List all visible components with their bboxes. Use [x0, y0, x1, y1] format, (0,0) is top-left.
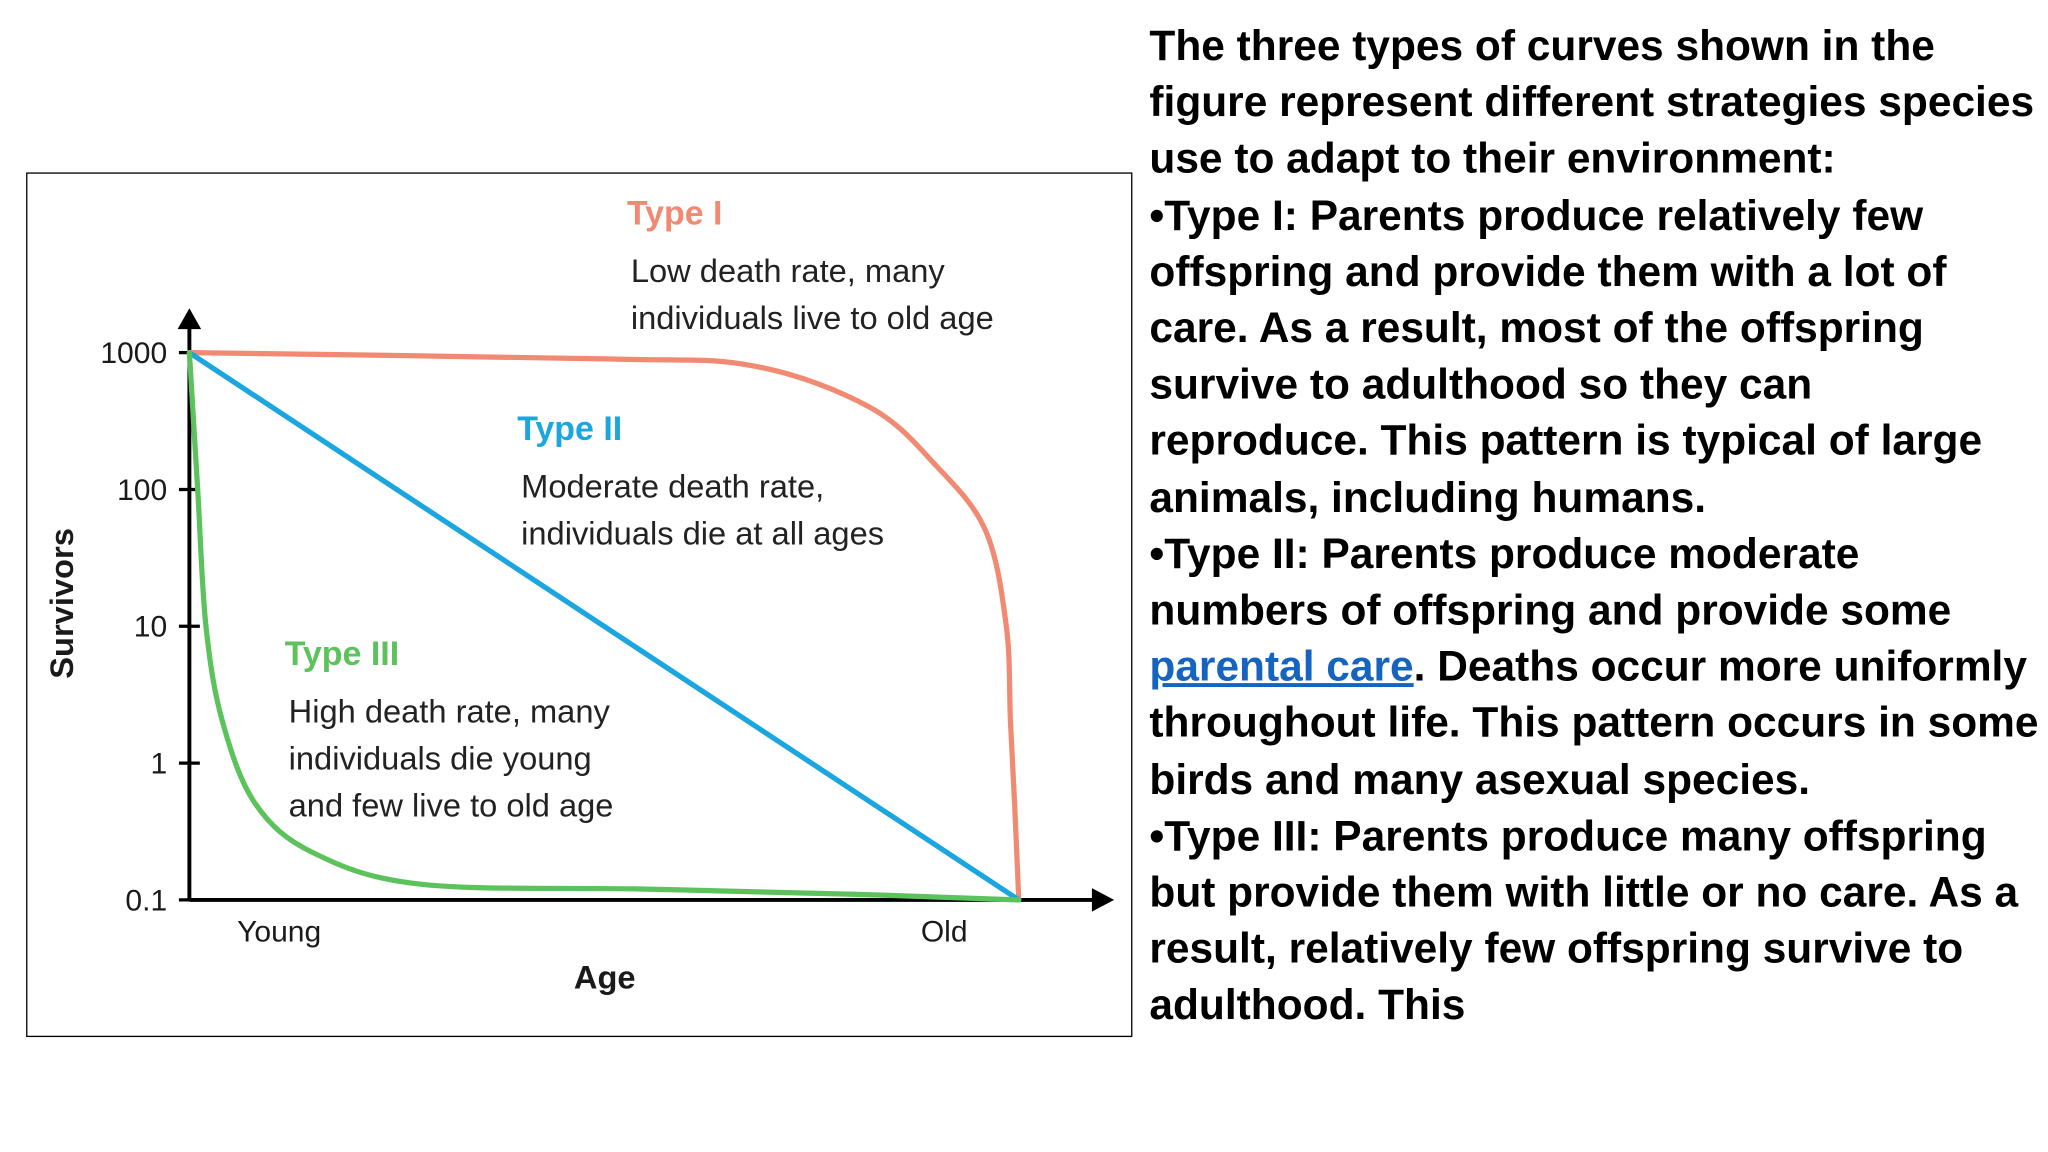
type-i-description: Low death rate, many	[631, 252, 946, 289]
y-axis-title: Survivors	[43, 528, 80, 679]
type-i-description: individuals live to old age	[631, 299, 994, 336]
y-tick-label: 0.1	[125, 884, 167, 917]
type2-text-end: . Deaths occur more uniformly throughout…	[1149, 642, 2039, 803]
x-axis-title: Age	[574, 959, 636, 996]
type-iii-curve	[186, 350, 1022, 903]
type-iii-description: individuals die young	[289, 739, 592, 776]
explanation-text: The three types of curves shown in the f…	[1149, 18, 2040, 1034]
chart-frame	[26, 172, 1133, 1038]
type-i-curve	[186, 350, 1022, 903]
type-ii-curve	[186, 350, 1022, 903]
y-axis-arrow	[177, 308, 202, 330]
x-tick-label: Old	[921, 916, 968, 949]
type-iii-description: and few live to old age	[289, 786, 614, 823]
x-axis-arrow	[1091, 888, 1115, 912]
y-tick-label: 100	[117, 474, 167, 507]
parental-care-link[interactable]: parental care	[1149, 642, 1414, 690]
type1-paragraph: •Type I: Parents produce relatively few …	[1149, 191, 1983, 521]
y-tick-label: 1000	[100, 337, 167, 370]
type-i-label: Type I	[627, 195, 723, 233]
y-tick-label: 10	[134, 611, 167, 644]
type-ii-description: Moderate death rate,	[521, 468, 824, 505]
type-iii-description: High death rate, many	[289, 692, 611, 729]
type-iii-label: Type III	[285, 635, 399, 673]
axes	[177, 308, 1115, 912]
type-ii-label: Type II	[517, 410, 622, 448]
type-ii-description: individuals die at all ages	[521, 515, 884, 552]
type2-paragraph: •Type II: Parents produce moderate numbe…	[1149, 526, 2040, 808]
type2-text-start: •Type II: Parents produce moderate numbe…	[1149, 530, 1952, 634]
y-tick-label: 1	[150, 748, 167, 781]
type3-paragraph: •Type III: Parents produce many offsprin…	[1149, 812, 2019, 1029]
x-tick-label: Young	[237, 916, 321, 949]
intro-paragraph: The three types of curves shown in the f…	[1149, 22, 2035, 183]
